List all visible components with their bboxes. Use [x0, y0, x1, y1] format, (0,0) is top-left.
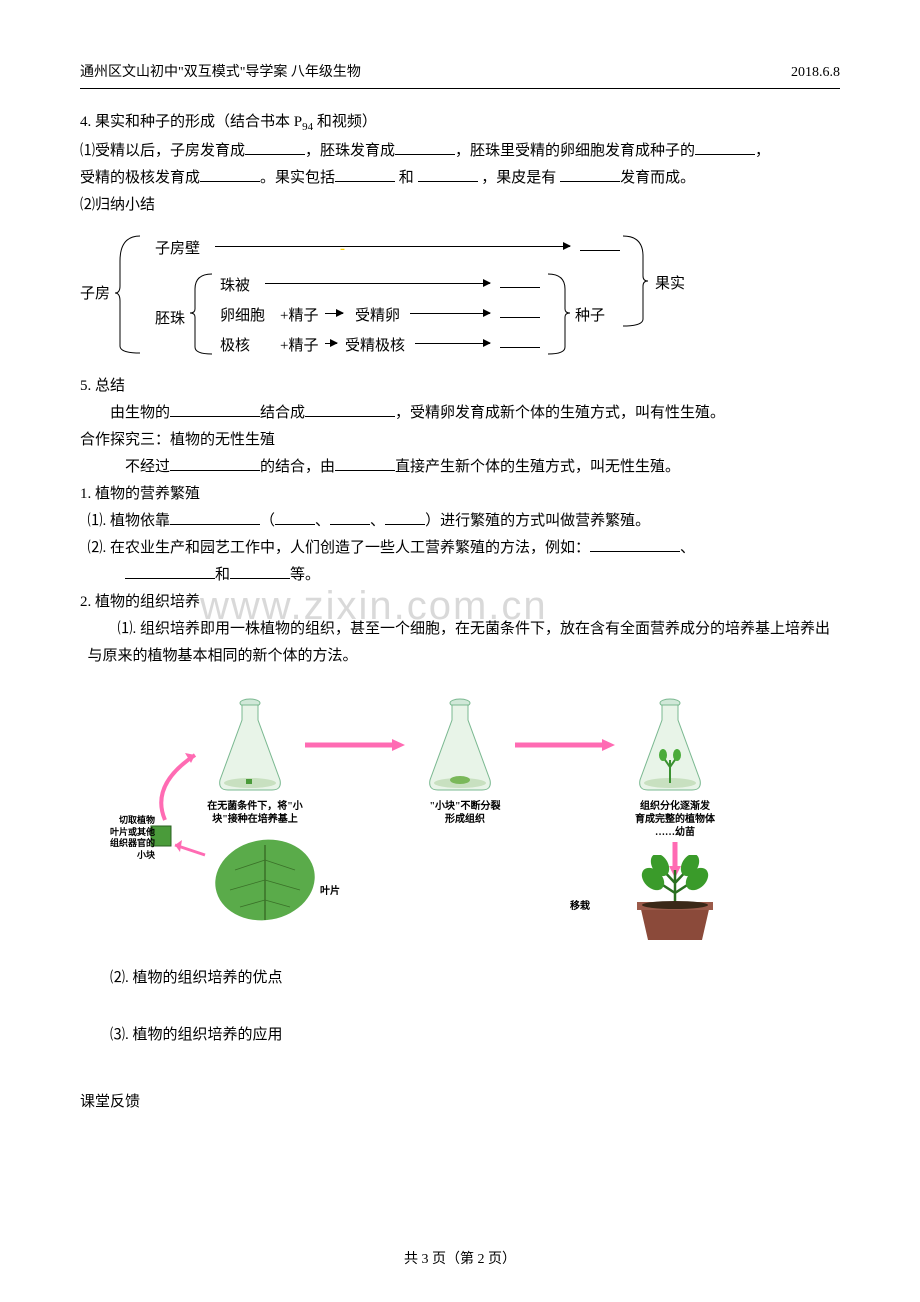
- leaf-icon: [200, 835, 330, 935]
- arrow: [410, 313, 490, 314]
- blank-input[interactable]: [560, 167, 620, 182]
- diagram-zhubei: 珠被: [220, 273, 250, 300]
- plant-pot: [620, 855, 730, 945]
- diagram-shoujingluan: 受精卵: [355, 303, 400, 330]
- diagram-luanxibao: 卵细胞: [220, 303, 265, 330]
- section-4-heading: 4. 果实和种子的形成（结合书本 P94 和视频）: [80, 109, 840, 138]
- blank-input[interactable]: [418, 167, 478, 182]
- plant2-adv: ⑵. 植物的组织培养的优点: [80, 965, 840, 992]
- blank-input[interactable]: [500, 303, 540, 318]
- feedback-title: 课堂反馈: [80, 1089, 840, 1116]
- guina-label: ⑵归纳小结: [80, 192, 840, 219]
- blank-input[interactable]: [500, 273, 540, 288]
- blank-input[interactable]: [230, 564, 290, 579]
- sec4-line2: 受精的极核发育成。果实包括 和 ，果皮是有 发育而成。: [80, 165, 840, 192]
- tissue-culture-diagram: 在无菌条件下，将"小块"接种在培养基上 切取植物叶片或其他组织器官的小块 叶片 …: [110, 685, 810, 945]
- page-footer: 共 3 页（第 2 页）: [0, 1247, 920, 1272]
- transplant-label: 移栽: [570, 900, 590, 913]
- plant2-title: 2. 植物的组织培养: [80, 589, 840, 616]
- arrow: [215, 246, 570, 247]
- blank-input[interactable]: [200, 167, 260, 182]
- blank-input[interactable]: [170, 402, 260, 417]
- coop3-line: 不经过的结合，由直接产生新个体的生殖方式，叫无性生殖。: [80, 454, 840, 481]
- diagram-jingzi2: +精子: [280, 333, 318, 360]
- yellow-dash: -: [340, 236, 345, 263]
- flask-2: [420, 695, 500, 795]
- blank-input[interactable]: [580, 236, 620, 251]
- cut-label: 切取植物叶片或其他组织器官的小块: [110, 815, 155, 862]
- arrow: [325, 343, 337, 344]
- arrow: [415, 343, 490, 344]
- bracket-right-outer: [620, 231, 650, 331]
- blank-input[interactable]: [330, 510, 370, 525]
- blank-input[interactable]: [590, 537, 680, 552]
- blank-input[interactable]: [385, 510, 425, 525]
- step2-caption: "小块"不断分裂形成组织: [405, 800, 525, 826]
- bracket-left-inner: [190, 269, 215, 357]
- header-date: 2018.6.8: [791, 60, 840, 85]
- diagram-zhongzi: 种子: [575, 303, 605, 330]
- header-left: 通州区文山初中"双互模式"导学案 八年级生物: [80, 60, 361, 85]
- formation-diagram: 子房 子房壁 - 胚珠 珠被 卵细胞 +精子 受精卵 极核 +精子 受精极核 种…: [80, 231, 840, 361]
- arrow: [325, 313, 343, 314]
- plant2-desc: ⑴. 组织培养即用一株植物的组织，甚至一个细胞，在无菌条件下，放在含有全面营养成…: [88, 616, 841, 670]
- arrow: [265, 283, 490, 284]
- page-header: 通州区文山初中"双互模式"导学案 八年级生物 2018.6.8: [80, 60, 840, 89]
- bracket-right-inner: [545, 269, 570, 357]
- diagram-jingzi1: +精子: [280, 303, 318, 330]
- blank-input[interactable]: [395, 140, 455, 155]
- diagram-peizhu: 胚珠: [155, 306, 185, 333]
- pink-arrow-1: [145, 745, 215, 825]
- step3-caption: 组织分化逐渐发育成完整的植物体……幼苗: [620, 800, 730, 839]
- blank-input[interactable]: [170, 510, 260, 525]
- blank-input[interactable]: [170, 456, 260, 471]
- blank-input[interactable]: [335, 167, 395, 182]
- blank-input[interactable]: [125, 564, 215, 579]
- diagram-guoshi: 果实: [655, 271, 685, 298]
- blank-input[interactable]: [245, 140, 305, 155]
- flask-1: [210, 695, 290, 795]
- plant1-line3: 和等。: [125, 562, 840, 589]
- blank-input[interactable]: [305, 402, 395, 417]
- sec5-line: 由生物的结合成，受精卵发育成新个体的生殖方式，叫有性生殖。: [80, 400, 840, 427]
- flask-3: [630, 695, 710, 795]
- diagram-zifang: 子房: [80, 281, 110, 308]
- sec4-line1: ⑴受精以后，子房发育成，胚珠发育成，胚珠里受精的卵细胞发育成种子的，: [80, 138, 840, 165]
- diagram-zifangbi: 子房壁: [155, 236, 200, 263]
- pink-arrow-3: [510, 735, 620, 755]
- diagram-shoujingjihe: 受精极核: [345, 333, 405, 360]
- bracket-left-outer: [115, 231, 145, 356]
- blank-input[interactable]: [335, 456, 395, 471]
- plant2-app: ⑶. 植物的组织培养的应用: [80, 1022, 840, 1049]
- coop3-title: 合作探究三：植物的无性生殖: [80, 427, 840, 454]
- leaf-label: 叶片: [320, 885, 340, 898]
- section-5-title: 5. 总结: [80, 373, 840, 400]
- pink-arrow-leaf: [170, 840, 210, 860]
- diagram-jihe: 极核: [220, 333, 250, 360]
- pink-arrow-2: [300, 735, 410, 755]
- plant1-title: 1. 植物的营养繁殖: [80, 481, 840, 508]
- plant1-line1: ⑴. 植物依靠（、、）进行繁殖的方式叫做营养繁殖。: [88, 508, 841, 535]
- blank-input[interactable]: [695, 140, 755, 155]
- blank-input[interactable]: [500, 333, 540, 348]
- plant1-line2: ⑵. 在农业生产和园艺工作中，人们创造了一些人工营养繁殖的方法，例如：、: [88, 535, 841, 562]
- blank-input[interactable]: [275, 510, 315, 525]
